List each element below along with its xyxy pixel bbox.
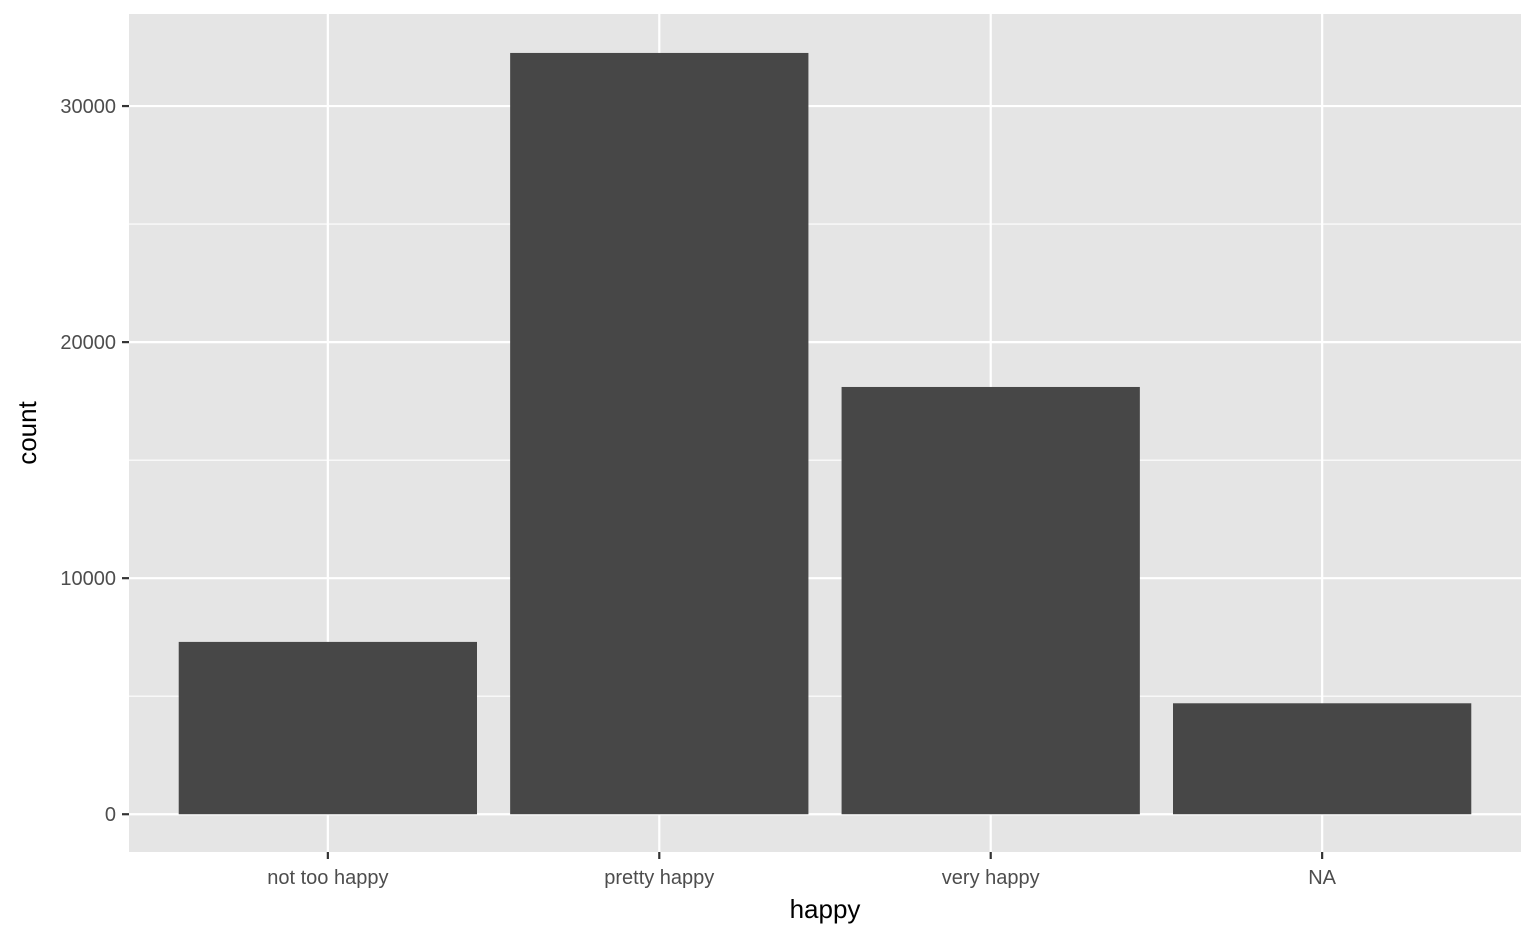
x-axis-title: happy (790, 894, 861, 924)
x-tick-label: NA (1308, 867, 1336, 889)
y-tick-label: 20000 (60, 332, 116, 354)
y-axis-title: count (12, 400, 42, 464)
bar-na (1173, 703, 1472, 815)
x-tick-label: not too happy (267, 867, 388, 889)
y-tick-label: 10000 (60, 568, 116, 590)
bar-pretty-happy (510, 52, 809, 815)
bar-very-happy (841, 386, 1140, 815)
y-tick-label: 0 (105, 804, 116, 826)
bar-not-too-happy (178, 641, 477, 815)
x-tick-label: pretty happy (604, 867, 714, 889)
bars-group (178, 52, 1472, 815)
y-axis: 0 10000 20000 30000 (60, 96, 129, 826)
x-tick-label: very happy (942, 867, 1040, 889)
x-axis: not too happy pretty happy very happy NA (267, 852, 1337, 889)
y-tick-label: 30000 (60, 96, 116, 118)
